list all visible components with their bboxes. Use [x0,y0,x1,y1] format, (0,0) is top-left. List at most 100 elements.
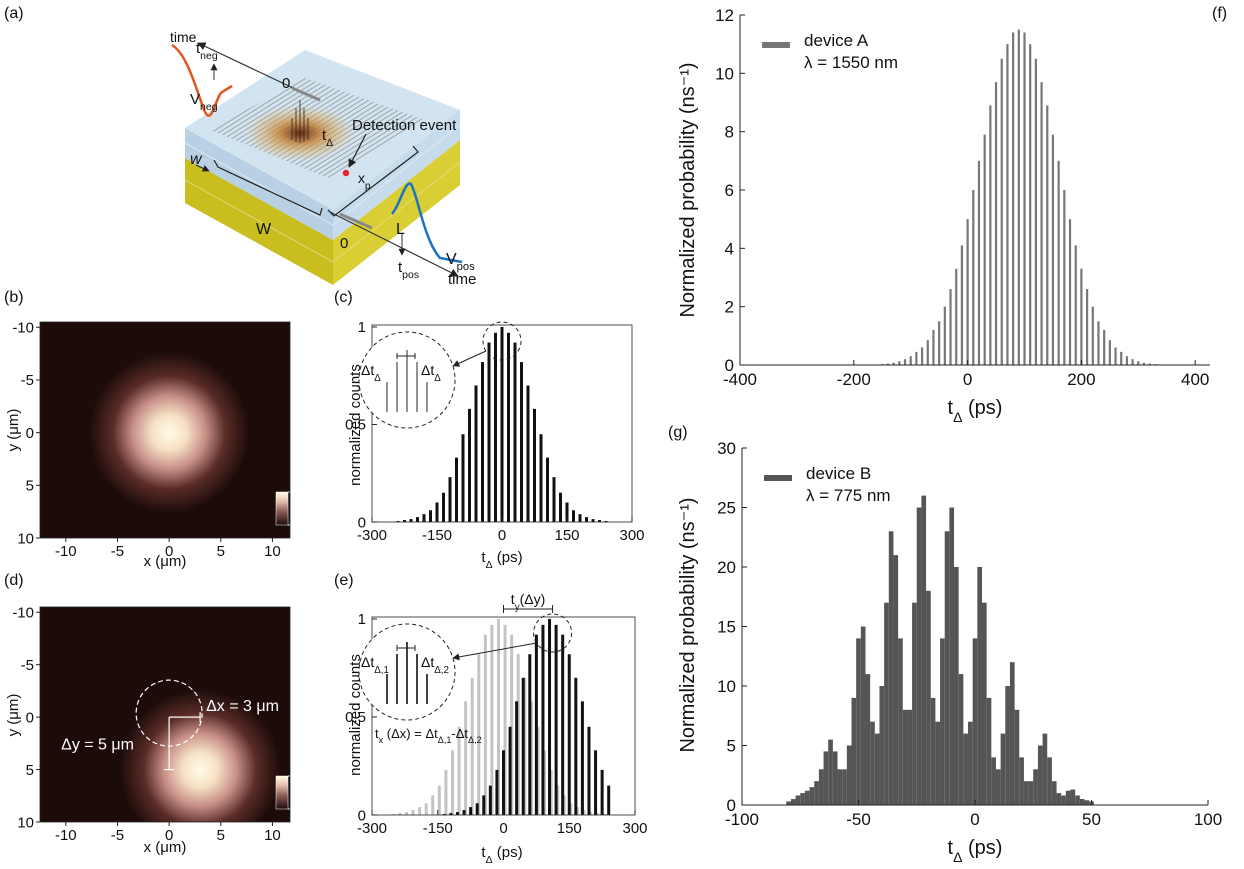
bar [567,654,571,815]
x-tick-label: 10 [264,827,281,844]
x-tick-label: 0 [165,543,173,560]
text-part: (ps) [962,397,1002,419]
bar [474,385,478,522]
chart-panel: (d) 0 1 Δx = 3 μm Δy = 5 μm -10 -5 0 5 10 -10 -5 0 5 1… [4,572,298,856]
annotation: Δy = 5 μm [61,736,134,753]
bar [954,567,959,805]
text-part: normalized counts [347,364,364,486]
bar [536,726,540,815]
text-part: (Δx) = Δt [383,726,438,741]
bar [1046,105,1049,366]
bar [1000,733,1006,805]
bar [1103,330,1106,365]
legend-label: device B [806,464,871,483]
bar [1033,769,1038,805]
x-tick-label: 400 [1181,370,1209,389]
bar [912,602,917,805]
bar [915,351,918,365]
y-tick-label: 20 [717,558,736,577]
x-tick-label: 0 [498,527,506,544]
bar [886,363,890,365]
y-tick-label: 0.5 [345,417,366,434]
bar [507,332,510,522]
x-tick-label: -100 [725,810,759,829]
y-tick-label: 0 [358,807,366,824]
bar [1125,356,1129,365]
subscript: Δ,2 [468,735,482,745]
bar [1034,58,1037,365]
chart-panel: (b) 0 1 -10 -5 0 5 10 -10 -5 0 5 10 x (μm) y (μm) [4,289,298,570]
bar [1000,58,1003,365]
diagram-label: 0 [282,75,290,92]
bar [972,638,978,805]
bar [828,739,833,805]
bar [860,626,866,805]
y-tick-label: 0.5 [345,709,366,726]
text-part: 0 [340,235,348,252]
bar [431,795,435,815]
text-part: L [396,221,405,238]
x-tick-label: 200 [1067,370,1095,389]
bar [892,362,895,365]
bar [930,697,936,805]
bar [1085,289,1089,365]
subscript: Δ [486,854,493,866]
text-part: Δt [361,654,374,670]
y-tick-label: 0 [26,425,34,442]
panel-label: (g) [668,424,688,441]
bar [403,520,406,522]
diagram-label: w [190,151,203,168]
inset-label: ΔtΔ [361,362,381,384]
bar [921,495,927,805]
x-axis-label: tΔ (ps) [481,549,522,571]
bar [398,813,402,815]
bar [488,785,492,815]
x-tick-label: -300 [357,820,387,837]
bar [870,721,875,805]
bar [909,356,912,365]
x-tick-label: 300 [622,820,647,837]
text-part: t [375,726,379,741]
bar [1074,245,1077,365]
colorbar-tick-label: 0 [291,518,298,533]
bar [1142,362,1146,365]
x-tick-label: 5 [217,543,225,560]
text-part: t [322,127,327,144]
panel-label: (d) [4,572,24,589]
bar [435,502,439,522]
bar [429,510,432,522]
text-part: w [190,151,203,168]
text-part: time [448,271,476,288]
bar [1120,351,1123,365]
bar [529,701,533,815]
bar [903,359,907,365]
bar [966,219,969,365]
bar [521,677,525,815]
bar [508,726,512,815]
bar [898,361,901,365]
y-axis-label: y (μm) [5,409,22,452]
bar [932,330,935,365]
subscript: Δ,1 [374,665,389,676]
x-tick-label: 0 [970,810,979,829]
subscript: neg [200,50,218,62]
bar [1017,29,1020,365]
bar [1079,799,1085,805]
text-part: Δt [361,362,374,378]
bar [1037,745,1043,805]
y-tick-label: 12 [715,6,734,25]
bar [1068,219,1072,365]
bar [422,514,426,522]
bar [949,289,952,365]
text-part: Normalized probability (ns⁻¹) [677,62,699,317]
axes-frame [39,321,291,539]
bar [968,721,973,805]
bar [541,624,545,815]
bar [562,795,566,815]
bar [790,799,796,805]
bar [926,340,929,365]
text-part: t [511,591,515,607]
diagram-label: Vneg [190,91,218,113]
bar [818,769,824,805]
